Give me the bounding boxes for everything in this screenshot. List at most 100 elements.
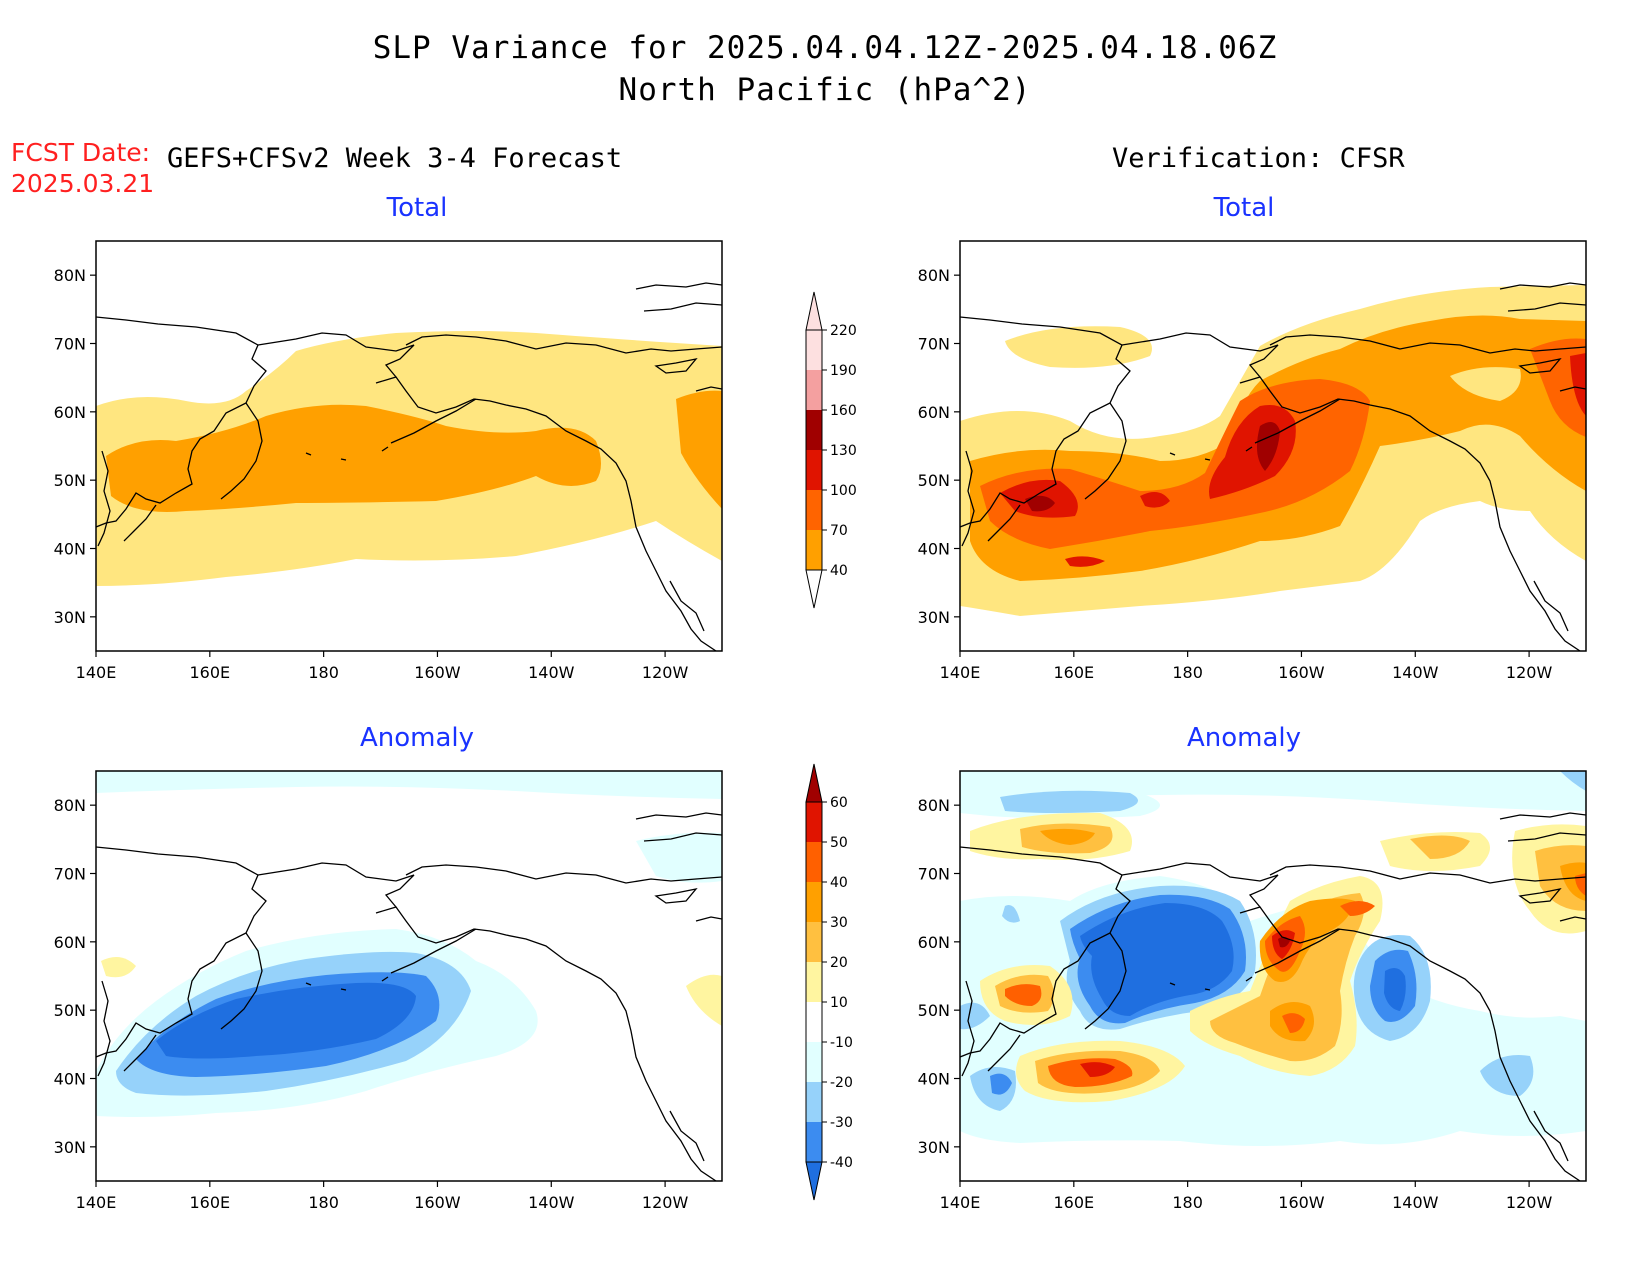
lon-tick-label-fcst-total: 180 bbox=[308, 663, 339, 682]
panel-title-verif-total: Total bbox=[1213, 193, 1275, 223]
lon-tick-label-verif-total: 180 bbox=[1172, 663, 1203, 682]
lat-tick-label-verif-total: 70N bbox=[918, 335, 950, 354]
colorbar-box bbox=[806, 1002, 822, 1042]
lon-tick-label-fcst-anom: 160E bbox=[189, 1193, 230, 1212]
colorbar-top-tip bbox=[805, 763, 823, 803]
fcst-label: FCST Date: bbox=[11, 138, 151, 167]
lat-tick-label-verif-total: 50N bbox=[918, 471, 950, 490]
colorbar-label: -20 bbox=[830, 1075, 853, 1091]
colorbar-box bbox=[806, 370, 822, 410]
colorbar-box bbox=[806, 882, 822, 922]
colorbar-box bbox=[806, 1042, 822, 1082]
axis-layer: 30N 40N 50N 60N 70N 80N 140E 160E 180 160W 140W 120… bbox=[54, 266, 1553, 1212]
lat-tick-label-verif-total: 60N bbox=[918, 403, 950, 422]
lon-tick-label-verif-total: 160W bbox=[1278, 663, 1325, 682]
colorbar-label: 40 bbox=[830, 875, 848, 891]
lat-tick-label-verif-anom: 70N bbox=[918, 865, 950, 884]
fcst-date: 2025.03.21 bbox=[11, 169, 155, 198]
colorbar-box bbox=[806, 842, 822, 882]
colorbar-label: 160 bbox=[830, 403, 857, 419]
colorbar-total: 40 70 100 130 160 190 220 bbox=[805, 291, 857, 609]
colorbar-box bbox=[806, 1122, 822, 1162]
main-subtitle: North Pacific (hPa^2) bbox=[618, 72, 1032, 108]
colorbar-label: 30 bbox=[830, 915, 848, 931]
lon-tick-label-fcst-total: 160E bbox=[189, 663, 230, 682]
lat-tick-label-fcst-total: 70N bbox=[54, 335, 86, 354]
lat-tick-label-verif-anom: 60N bbox=[918, 933, 950, 952]
panel-verif-anomaly bbox=[959, 770, 1587, 1182]
colorbar-label: 100 bbox=[830, 483, 857, 499]
colorbar-label: -30 bbox=[830, 1115, 853, 1131]
lat-tick-label-fcst-anom: 60N bbox=[54, 933, 86, 952]
colorbar-box bbox=[806, 802, 822, 842]
lon-tick-label-fcst-anom: 120W bbox=[642, 1193, 689, 1212]
panel-title-verif-anomaly: Anomaly bbox=[1186, 723, 1302, 753]
main-title: SLP Variance for 2025.04.04.12Z-2025.04.… bbox=[372, 30, 1278, 66]
lon-tick-label-verif-anom: 120W bbox=[1506, 1193, 1553, 1212]
lon-tick-label-fcst-total: 160W bbox=[414, 663, 461, 682]
colorbar-label: 130 bbox=[830, 443, 857, 459]
lon-tick-label-fcst-total: 140W bbox=[528, 663, 575, 682]
lat-tick-label-fcst-anom: 30N bbox=[54, 1138, 86, 1157]
lat-tick-label-fcst-total: 80N bbox=[54, 266, 86, 285]
colorbar-label: 60 bbox=[830, 795, 848, 811]
panel-verif-total bbox=[959, 240, 1587, 652]
colorbar-frame bbox=[805, 801, 823, 1163]
colorbar-label: 40 bbox=[830, 563, 848, 579]
lat-tick-label-fcst-total: 50N bbox=[54, 471, 86, 490]
colorbar-label: -10 bbox=[830, 1035, 853, 1051]
lon-tick-label-fcst-total: 140E bbox=[76, 663, 117, 682]
lon-tick-label-verif-anom: 180 bbox=[1172, 1193, 1203, 1212]
colorbar-top-tip bbox=[805, 291, 823, 331]
panel-title-forecast-total: Total bbox=[386, 193, 448, 223]
lon-tick-label-fcst-anom: 160W bbox=[414, 1193, 461, 1212]
lat-tick-label-fcst-anom: 50N bbox=[54, 1001, 86, 1020]
lat-tick-label-fcst-total: 40N bbox=[54, 540, 86, 559]
left-column-title: GEFS+CFSv2 Week 3-4 Forecast bbox=[167, 143, 623, 174]
lat-tick-label-fcst-total: 30N bbox=[54, 608, 86, 627]
lat-tick-label-fcst-anom: 70N bbox=[54, 865, 86, 884]
lat-tick-label-verif-total: 80N bbox=[918, 266, 950, 285]
panel-forecast-anomaly bbox=[95, 770, 723, 1182]
lat-tick-label-fcst-total: 60N bbox=[54, 403, 86, 422]
lon-tick-label-fcst-anom: 140E bbox=[76, 1193, 117, 1212]
lon-tick-label-verif-anom: 140W bbox=[1392, 1193, 1439, 1212]
lat-tick-label-fcst-anom: 40N bbox=[54, 1070, 86, 1089]
lat-tick-label-fcst-anom: 80N bbox=[54, 796, 86, 815]
colorbar-label: 190 bbox=[830, 363, 857, 379]
colorbar-box bbox=[806, 450, 822, 490]
lat-tick-label-verif-anom: 30N bbox=[918, 1138, 950, 1157]
colorbar-box bbox=[806, 922, 822, 962]
colorbar-label: 70 bbox=[830, 523, 848, 539]
colorbar-label: 50 bbox=[830, 835, 848, 851]
lat-tick-label-verif-total: 40N bbox=[918, 540, 950, 559]
lon-tick-label-verif-anom: 140E bbox=[940, 1193, 981, 1212]
colorbar-label: 10 bbox=[830, 995, 848, 1011]
lon-tick-label-fcst-anom: 180 bbox=[308, 1193, 339, 1212]
colorbar-label: 220 bbox=[830, 323, 857, 339]
colorbar-label: -40 bbox=[830, 1155, 853, 1171]
panel-forecast-total bbox=[95, 240, 723, 652]
lon-tick-label-fcst-total: 120W bbox=[642, 663, 689, 682]
lon-tick-label-verif-total: 160E bbox=[1053, 663, 1094, 682]
lat-tick-label-verif-anom: 40N bbox=[918, 1070, 950, 1089]
lon-tick-label-fcst-anom: 140W bbox=[528, 1193, 575, 1212]
lon-tick-label-verif-total: 120W bbox=[1506, 663, 1553, 682]
lon-tick-label-verif-anom: 160W bbox=[1278, 1193, 1325, 1212]
colorbar-bottom-tip bbox=[805, 1161, 823, 1201]
lon-tick-label-verif-total: 140E bbox=[940, 663, 981, 682]
lat-tick-label-verif-total: 30N bbox=[918, 608, 950, 627]
lon-tick-label-verif-anom: 160E bbox=[1053, 1193, 1094, 1212]
lon-tick-label-verif-total: 140W bbox=[1392, 663, 1439, 682]
colorbar-box bbox=[806, 330, 822, 370]
colorbar-box bbox=[806, 490, 822, 530]
colorbar-box bbox=[806, 1082, 822, 1122]
right-column-title: Verification: CFSR bbox=[1112, 143, 1405, 174]
colorbar-bottom-tip bbox=[805, 569, 823, 609]
colorbar-label: 20 bbox=[830, 955, 848, 971]
panel-title-forecast-anomaly: Anomaly bbox=[359, 723, 475, 753]
colorbar-anomaly: -40 -30 -20 -10 10 20 30 40 50 60 bbox=[805, 763, 853, 1201]
lat-tick-label-verif-anom: 80N bbox=[918, 796, 950, 815]
lat-tick-label-verif-anom: 50N bbox=[918, 1001, 950, 1020]
